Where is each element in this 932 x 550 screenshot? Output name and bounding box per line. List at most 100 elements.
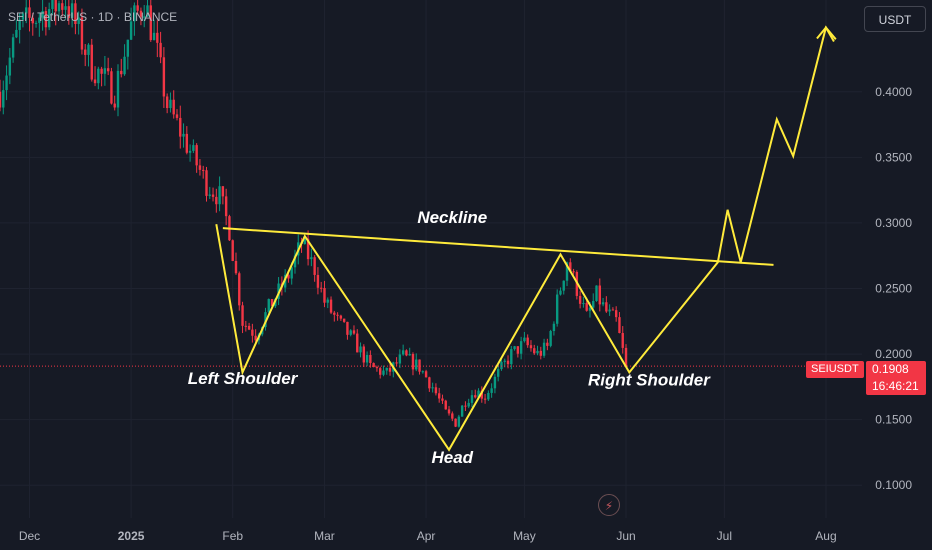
candle-body: [244, 325, 248, 327]
candle-body: [441, 398, 444, 401]
candle-body: [424, 371, 428, 378]
candle-body: [562, 280, 565, 291]
candle-body: [569, 262, 572, 272]
candle-body: [182, 133, 185, 137]
y-tick-label: 0.1500: [875, 413, 912, 427]
candle-body: [61, 3, 64, 10]
candle-body: [270, 299, 274, 307]
candle-body: [80, 17, 84, 50]
candle-body: [87, 44, 90, 55]
candle-body: [510, 349, 513, 365]
candle-body: [254, 335, 257, 341]
candle-body: [54, 0, 57, 12]
candle-body: [310, 257, 313, 260]
candle-body: [15, 29, 18, 38]
pattern-label: Right Shoulder: [588, 371, 711, 390]
candle-body: [454, 418, 457, 427]
candle-body: [601, 302, 605, 305]
candle-body: [120, 70, 123, 75]
candle-body: [421, 371, 425, 373]
candle-body: [323, 288, 326, 303]
x-tick-label: Feb: [222, 529, 243, 543]
candle-body: [57, 3, 61, 12]
candle-body: [585, 303, 588, 311]
x-tick-label: Jul: [717, 529, 732, 543]
candle-body: [618, 317, 621, 334]
candle-body: [369, 354, 372, 364]
candle-body: [188, 150, 192, 153]
candle-body: [110, 71, 113, 104]
candle-body: [313, 257, 316, 275]
candle-body: [375, 367, 379, 369]
candle-body: [51, 0, 54, 10]
candle-body: [146, 5, 149, 17]
candle-body: [218, 186, 221, 205]
candle-body: [133, 5, 136, 22]
candle-body: [231, 240, 234, 261]
candle-body: [293, 255, 297, 268]
candle-body: [126, 39, 130, 57]
candle-body: [152, 32, 156, 41]
candle-body: [624, 347, 628, 367]
candle-body: [503, 360, 506, 362]
candle-body: [428, 377, 431, 389]
candle-body: [382, 370, 385, 375]
candle-body: [595, 285, 598, 301]
candle-body: [395, 362, 398, 364]
candle-body: [205, 170, 208, 196]
candle-body: [565, 262, 569, 281]
candle-body: [539, 350, 542, 356]
candle-body: [316, 274, 320, 288]
candle-body: [418, 359, 421, 372]
time-axis: Dec 2025 Feb Mar Apr May Jun Jul Aug: [19, 529, 837, 543]
candle-body: [477, 390, 480, 398]
candle-body: [605, 302, 608, 312]
candle-body: [103, 68, 107, 74]
candle-body: [437, 393, 441, 399]
candle-body: [529, 345, 533, 349]
candle-body: [224, 196, 228, 217]
candle-body: [106, 68, 110, 72]
candle-body: [156, 32, 159, 43]
candle-body: [11, 37, 15, 58]
candle-body: [411, 354, 415, 370]
candle-body: [457, 416, 461, 427]
x-tick-label: 2025: [118, 529, 145, 543]
pattern-label: Head: [432, 448, 474, 467]
candle-body: [506, 360, 510, 365]
candle-body: [598, 285, 601, 305]
candle-body: [251, 329, 254, 336]
candle-body: [159, 42, 162, 58]
symbol-price-label: SEIUSDT: [806, 361, 864, 378]
candle-body: [143, 16, 146, 18]
candle-body: [215, 196, 218, 205]
candle-body: [592, 300, 595, 308]
candle-body: [208, 194, 211, 196]
price-axis: 0.4000 0.3500 0.3000 0.2500 0.2000 0.1500 0.10…: [875, 85, 912, 492]
candle-body: [149, 5, 152, 41]
candle-body: [460, 405, 464, 417]
head-and-shoulders-pattern: Neckline Left Shoulder Head Right Shoulder: [188, 25, 837, 467]
candle-body: [372, 363, 375, 368]
candle-body: [611, 309, 615, 311]
candle-body: [241, 305, 244, 326]
candle-body: [444, 400, 447, 410]
candle-body: [536, 350, 539, 354]
currency-button[interactable]: USDT: [864, 6, 926, 32]
candle-body: [47, 9, 51, 28]
candle-body: [70, 3, 74, 18]
candle-body: [165, 96, 169, 109]
candle-body: [493, 376, 497, 389]
candle-body: [464, 405, 467, 407]
candle-body: [467, 402, 470, 407]
candle-body: [516, 346, 520, 354]
candle-body: [28, 7, 31, 18]
x-tick-label: May: [513, 529, 536, 543]
candle-body: [18, 19, 21, 30]
y-tick-label: 0.4000: [875, 85, 912, 99]
lightning-icon[interactable]: ⚡︎: [598, 494, 620, 516]
candle-body: [74, 3, 77, 25]
candle-body: [480, 390, 484, 399]
candle-body: [336, 314, 339, 316]
